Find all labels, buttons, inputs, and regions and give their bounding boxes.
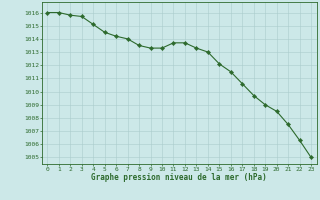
X-axis label: Graphe pression niveau de la mer (hPa): Graphe pression niveau de la mer (hPa) xyxy=(91,173,267,182)
